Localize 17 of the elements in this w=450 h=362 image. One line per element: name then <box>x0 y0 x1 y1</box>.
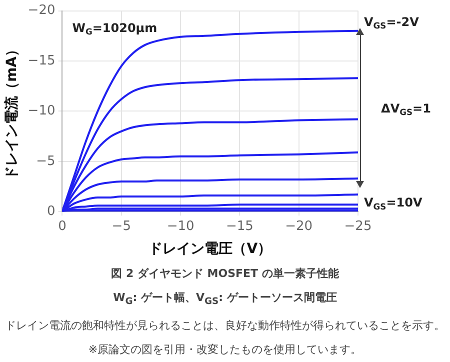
text: W$_{G}$: ゲート幅、V$_{GS}$: ゲートーソース間電圧 <box>112 290 338 310</box>
text: ドレイン電流の飽和特性が見られることは、良好な動作特性が得られていることを示す。 <box>4 318 446 334</box>
y-axis-title: ドレイン電流（mA） <box>3 42 20 180</box>
x-axis-title: ドレイン電圧（V） <box>148 241 272 258</box>
x-tick-label: 0 <box>58 218 66 234</box>
y-tick-label: −5 <box>36 154 56 169</box>
y-tick-label: −15 <box>28 53 56 68</box>
text: 図 2 ダイヤモンド MOSFET の単一素子性能 <box>110 266 340 282</box>
y-tick-label: −20 <box>28 3 56 18</box>
y-tick-label: 0 <box>46 204 56 219</box>
text: ※原論文の図を引用・改変したものを使用しています。 <box>87 342 363 358</box>
y-tick-label: −10 <box>28 104 56 119</box>
x-tick-label: −5 <box>112 218 131 234</box>
x-tick-label: −10 <box>166 218 194 234</box>
x-tick-label: −20 <box>285 218 313 234</box>
x-tick-label: −15 <box>226 218 254 234</box>
x-tick-label: −25 <box>344 218 372 234</box>
